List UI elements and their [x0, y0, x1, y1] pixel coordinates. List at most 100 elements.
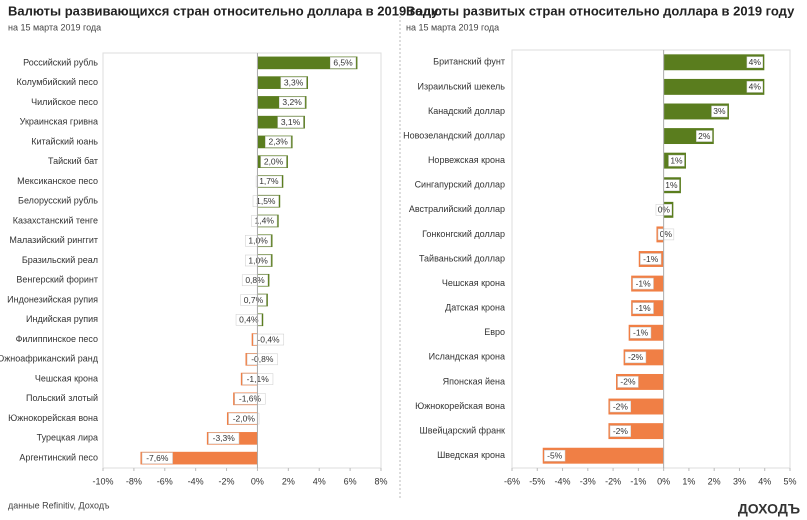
category-label: Исландская крона [429, 352, 505, 362]
value-label-box [265, 136, 292, 148]
category-label: Китайский юань [31, 136, 98, 146]
logo: ДОХОДЪ [738, 501, 800, 517]
value-label-box [245, 234, 272, 247]
x-tick-label: -8% [126, 476, 142, 486]
x-tick-label: -6% [504, 476, 520, 486]
category-label: Аргентинский песо [19, 452, 98, 462]
x-tick-label: -3% [580, 476, 596, 486]
value-label-box [630, 327, 652, 339]
x-tick-label: 8% [374, 476, 387, 486]
category-label: Казахстанский тенге [13, 215, 98, 225]
value-label: -1% [633, 328, 649, 338]
value-label: -1% [636, 303, 652, 313]
value-label: 6,5% [333, 58, 353, 68]
x-tick-label: -2% [219, 476, 235, 486]
category-label: Австралийский доллар [409, 204, 505, 214]
value-label-box [260, 155, 287, 168]
value-label: -2% [628, 352, 644, 362]
x-tick-label: 2% [282, 476, 295, 486]
x-tick-label: -5% [529, 476, 545, 486]
value-label-box [141, 452, 173, 464]
value-label: 3% [713, 106, 726, 116]
value-label: 1,5% [256, 196, 276, 206]
value-label-box [632, 277, 654, 290]
value-label-box [240, 294, 267, 306]
category-label: Южнокорейская вона [8, 413, 98, 423]
category-label: Турецкая лира [37, 433, 98, 443]
plot-area [511, 49, 791, 469]
category-label: Мексиканское песо [17, 176, 98, 186]
value-label: 1,4% [255, 216, 275, 226]
value-label-box [696, 130, 713, 142]
value-label-box [657, 228, 675, 241]
category-label: Украинская гривна [20, 117, 98, 127]
category-label: Российский рубль [23, 57, 98, 67]
value-label: -5% [547, 450, 563, 460]
value-label-box [208, 432, 240, 445]
value-label-box [617, 376, 639, 388]
value-label-box [544, 449, 566, 462]
value-label-box [624, 351, 647, 364]
category-label: Чешская крона [442, 278, 505, 288]
x-tick-label: 2% [708, 476, 721, 486]
category-label: Японская йена [443, 376, 505, 386]
category-label: Венгерский форинт [16, 275, 98, 285]
category-label: Сингапурский доллар [415, 180, 505, 190]
category-label: Канадский доллар [428, 106, 505, 116]
x-tick-label: 0% [251, 476, 264, 486]
value-label: -3,3% [213, 433, 236, 443]
value-label: 1,0% [248, 235, 268, 245]
value-label: 2,3% [268, 137, 288, 147]
chart-title: Валюты развитых стран относительно долла… [406, 3, 795, 18]
value-label-box [277, 116, 304, 128]
value-label-box [609, 400, 631, 413]
category-label: Норвежская крона [428, 155, 505, 165]
x-tick-label: 4% [313, 476, 326, 486]
value-label-box [246, 353, 278, 366]
value-label-box [711, 105, 728, 118]
x-tick-label: -4% [188, 476, 204, 486]
value-label: 0,4% [239, 315, 259, 325]
x-tick-label: -4% [555, 476, 571, 486]
category-label: Бразильский реал [22, 255, 98, 265]
value-label-box [253, 333, 285, 346]
category-label: Чилийское песо [31, 97, 98, 107]
value-label-box [234, 393, 266, 405]
category-label: Польский злотый [26, 393, 98, 403]
value-label-box [228, 412, 260, 425]
value-label-box [640, 253, 662, 265]
category-label: Малазийский ринггит [9, 235, 98, 245]
value-label: 0,8% [245, 275, 265, 285]
chart-subtitle: на 15 марта 2019 года [406, 22, 499, 32]
value-label-box [668, 154, 685, 167]
value-label: 2,0% [264, 156, 284, 166]
category-label: Датская крона [445, 303, 505, 313]
category-label: Индийская рупия [26, 314, 98, 324]
category-label: Шведская крона [437, 450, 505, 460]
value-label: -2% [613, 401, 629, 411]
category-label: Гонконгский доллар [422, 229, 505, 239]
value-label: -0,4% [257, 334, 280, 344]
category-label: Израильский шекель [418, 81, 506, 91]
value-label-box [251, 215, 278, 227]
value-label: -0,8% [251, 354, 274, 364]
value-label: 1% [665, 180, 678, 190]
category-label: Южноафриканский ранд [0, 354, 99, 364]
value-label-box [280, 76, 307, 89]
value-label-box [255, 175, 282, 188]
value-label: 0% [660, 229, 673, 239]
x-tick-label: 1% [682, 476, 695, 486]
value-label-box [746, 81, 763, 93]
x-tick-label: 0% [657, 476, 670, 486]
category-label: Швейцарский франк [420, 425, 506, 435]
value-label-box [241, 274, 269, 287]
value-label-box [609, 425, 631, 437]
x-tick-label: 5% [783, 476, 796, 486]
value-label: -2% [620, 377, 636, 387]
value-label-box [632, 302, 654, 314]
category-label: Тайский бат [48, 156, 98, 166]
x-tick-label: 4% [758, 476, 771, 486]
category-label: Южнокорейская вона [415, 401, 505, 411]
category-label: Евро [484, 327, 505, 337]
